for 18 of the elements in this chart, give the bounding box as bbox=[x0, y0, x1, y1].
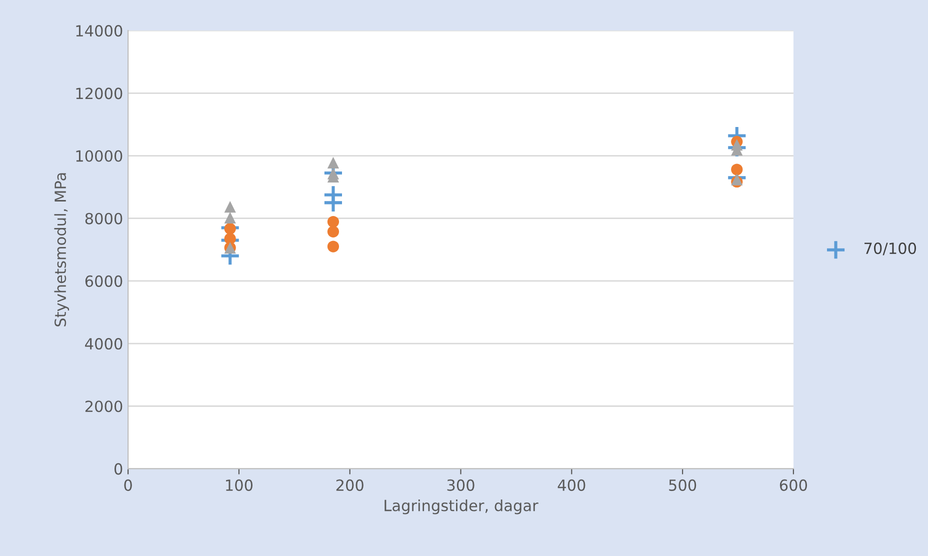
y-tick-label: 4000 bbox=[85, 338, 122, 350]
y-tick-label: 0 bbox=[114, 463, 122, 475]
y-axis-title: Styvhetsmodul, MPa bbox=[54, 173, 70, 326]
x-tick-label: 400 bbox=[558, 479, 586, 491]
legend-label: 70/100 bbox=[864, 242, 916, 256]
y-tick-label: 10000 bbox=[76, 150, 122, 162]
x-tick-label: 0 bbox=[124, 479, 132, 491]
x-axis-title: Lagringstider, dagar bbox=[384, 499, 538, 514]
x-tick-label: 100 bbox=[226, 479, 253, 491]
x-tick-label: 200 bbox=[336, 479, 364, 491]
y-tick-label: 8000 bbox=[85, 212, 122, 224]
y-tick-label: 6000 bbox=[85, 275, 122, 287]
y-tick-label: 12000 bbox=[76, 88, 122, 100]
x-tick-label: 300 bbox=[447, 479, 474, 491]
x-tick-label: 600 bbox=[780, 479, 808, 491]
x-tick-label: 500 bbox=[669, 479, 696, 491]
y-tick-label: 2000 bbox=[85, 400, 122, 412]
y-tick-label: 14000 bbox=[76, 25, 122, 37]
